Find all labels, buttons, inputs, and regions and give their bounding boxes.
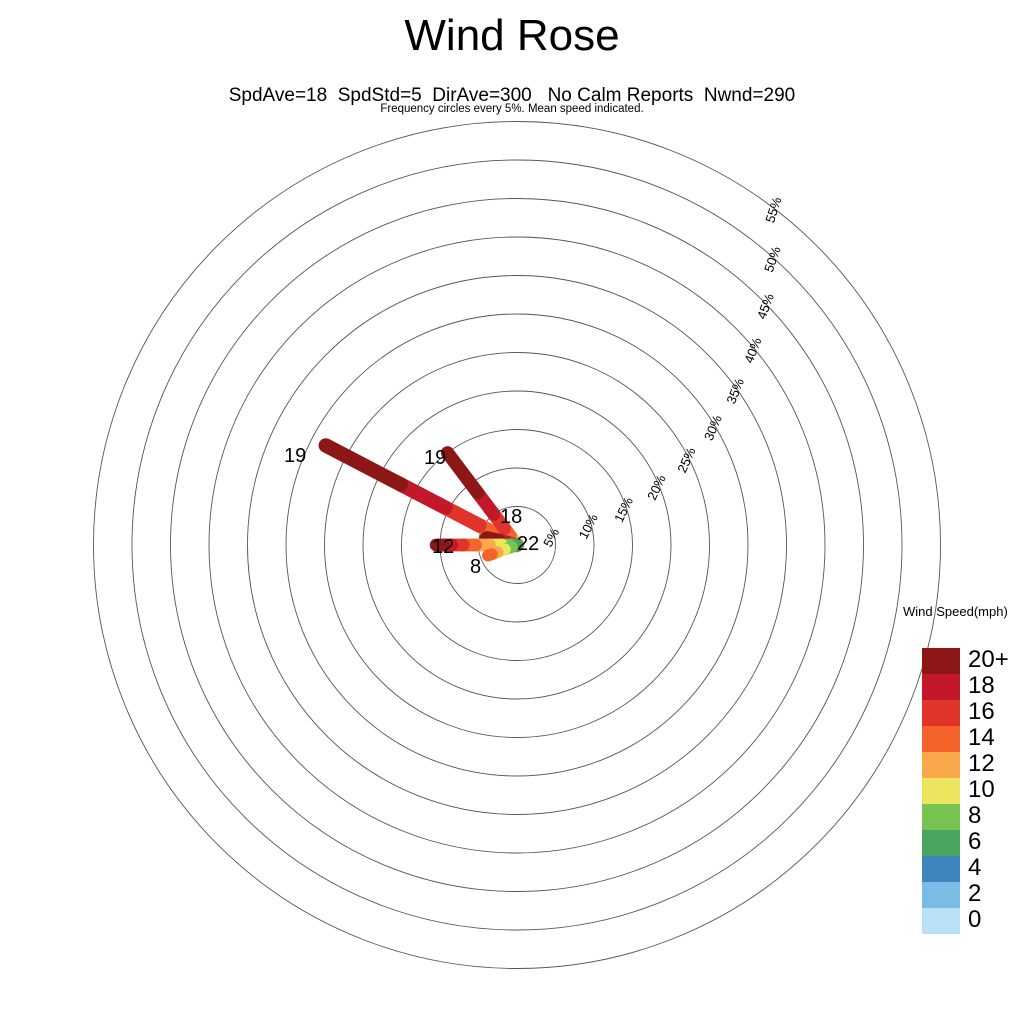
legend-color-swatch (922, 830, 960, 856)
grid-circle-20 (362, 390, 672, 700)
legend-row[interactable]: 20+ (922, 647, 1009, 674)
grid-circle-15 (401, 429, 633, 661)
petal-mean-speed-label: 22 (517, 533, 539, 555)
legend-color-swatch (922, 726, 960, 752)
legend-label: 0 (968, 906, 982, 933)
legend-row[interactable]: 4 (922, 855, 981, 882)
page-title: Wind Rose (404, 11, 620, 60)
legend-row[interactable]: 18 (922, 673, 995, 700)
radial-tick-label-20: 20% (644, 472, 669, 502)
radial-tick-label-35: 35% (723, 376, 747, 406)
radial-tick-label-10: 10% (576, 511, 601, 541)
legend-row[interactable]: 2 (922, 881, 981, 908)
grid-circle-45 (170, 198, 864, 892)
radial-tick-label-55: 55% (762, 195, 784, 225)
grid-circle-55 (93, 121, 941, 969)
grid-circle-30 (285, 313, 749, 777)
radial-tick-label-40: 40% (741, 335, 764, 365)
legend-title: Wind Speed(mph) (903, 604, 1008, 619)
legend-label: 6 (968, 828, 982, 855)
petal-mean-speed-label: 19 (424, 447, 446, 469)
radial-grid (93, 121, 941, 969)
legend-color-swatch (922, 908, 960, 934)
legend-color-swatch (922, 804, 960, 830)
petal-mean-speed-label: 12 (432, 536, 454, 558)
legend-label: 18 (968, 672, 995, 699)
legend-color-swatch (922, 700, 960, 726)
legend-label: 8 (968, 802, 982, 829)
legend-color-swatch (922, 648, 960, 674)
petals (318, 438, 525, 562)
grid-circle-25 (324, 352, 710, 738)
legend-row[interactable]: 8 (922, 803, 981, 830)
legend-label: 20+ (968, 646, 1009, 673)
legend-label: 4 (968, 854, 982, 881)
chart-subsubtitle: Frequency circles every 5%. Mean speed i… (380, 103, 644, 115)
radial-tick-label-25: 25% (674, 445, 698, 475)
legend-label: 16 (968, 698, 995, 725)
petal (318, 438, 525, 553)
legend-row[interactable]: 16 (922, 699, 995, 726)
legend-color-swatch (922, 778, 960, 804)
petal (482, 539, 523, 562)
radial-tick-label-5: 5% (540, 525, 562, 549)
legend-row[interactable]: 0 (922, 907, 981, 934)
petal-segment (440, 446, 485, 500)
radial-tick-label-15: 15% (611, 494, 636, 524)
petal-mean-speed-label: 8 (470, 556, 481, 578)
petal-mean-speed-label: 19 (284, 445, 306, 467)
petal-segment (393, 477, 453, 515)
legend-swatches: 20+ 18 16 14 12 10 8 6 4 2 0 (922, 647, 1009, 934)
legend-label: 12 (968, 750, 995, 777)
legend-label: 14 (968, 724, 995, 751)
petal-mean-speed-label: 18 (500, 506, 522, 528)
legend-label: 10 (968, 776, 995, 803)
grid-circle-40 (208, 236, 826, 854)
chart-subtitle: SpdAve=18 SpdStd=5 DirAve=300 No Calm Re… (228, 85, 796, 106)
petal-segment (482, 548, 498, 562)
legend-row[interactable]: 14 (922, 725, 995, 752)
legend-label: 2 (968, 880, 982, 907)
legend-row[interactable]: 10 (922, 777, 995, 804)
petal-labels: 19 19 18 22 12 8 (284, 445, 539, 578)
legend-color-swatch (922, 674, 960, 700)
legend-color-swatch (922, 882, 960, 908)
legend-color-swatch (922, 752, 960, 778)
legend-color-swatch (922, 856, 960, 882)
petal-segment (318, 438, 409, 492)
legend-row[interactable]: 12 (922, 751, 995, 778)
grid-circle-35 (247, 275, 787, 815)
grid-circle-50 (131, 159, 903, 931)
radial-tick-label-50: 50% (761, 244, 784, 274)
legend-row[interactable]: 6 (922, 829, 981, 856)
